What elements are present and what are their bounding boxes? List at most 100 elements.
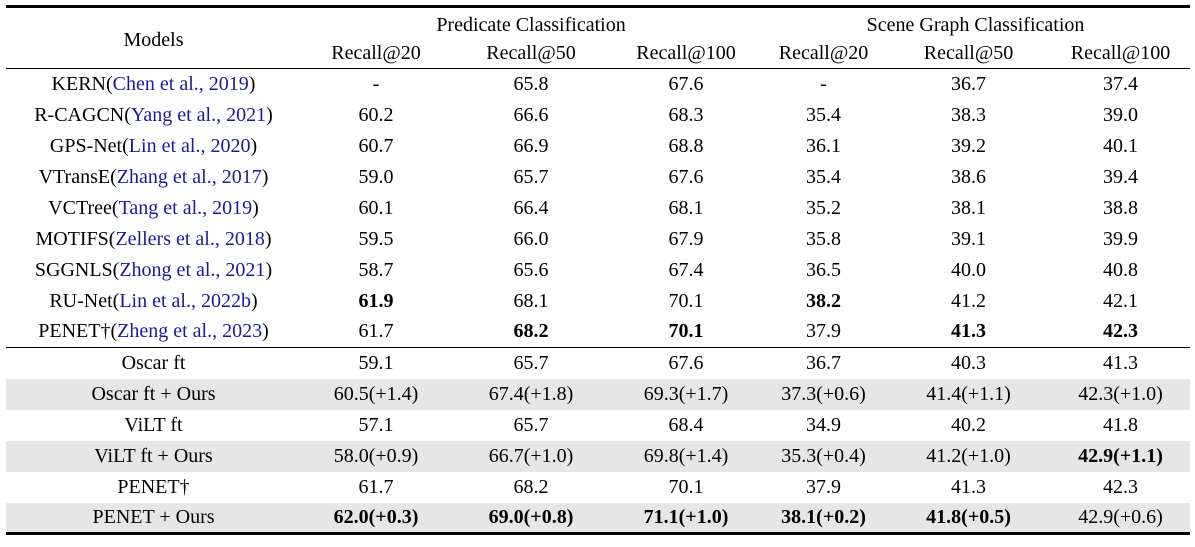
value-cell: 42.3 <box>1103 475 1139 498</box>
value-cell: 37.9 <box>806 475 842 498</box>
value-cell: 40.8 <box>1103 258 1139 281</box>
column-header-recall50-scenegraph: Recall@50 <box>886 39 1052 69</box>
value-cell: 68.8 <box>668 134 704 157</box>
model-name-cell: VCTree(Tang et al., 2019) <box>6 193 301 224</box>
model-name-cell: Oscar ft + Ours <box>6 379 301 410</box>
value-cell: 40.0 <box>951 258 987 281</box>
value-cell: 42.3(+1.0) <box>1078 382 1163 405</box>
table-row: GPS-Net(Lin et al., 2020) 60.7 66.9 68.8 36.… <box>6 131 1190 162</box>
value-cell: 37.4 <box>1103 72 1139 95</box>
column-header-recall20-predicate: Recall@20 <box>301 39 451 69</box>
model-name-cell: Oscar ft <box>6 348 301 379</box>
value-cell: 68.4 <box>668 413 704 436</box>
open-paren: ( <box>112 289 120 312</box>
table-header: Models Predicate Classification Scene Gr… <box>6 6 1191 69</box>
value-cell: 41.3 <box>951 475 987 498</box>
value-cell: 67.6 <box>668 165 704 188</box>
open-paren: ( <box>108 227 116 250</box>
group-header-predicate-classification: Predicate Classification <box>436 14 626 37</box>
value-cell: 70.1 <box>668 475 704 498</box>
value-cell: 67.4 <box>668 258 704 281</box>
citation-link[interactable]: Tang et al., 2019 <box>118 196 253 219</box>
value-cell: 41.4(+1.1) <box>926 382 1011 405</box>
value-cell: 62.0(+0.3) <box>333 505 419 528</box>
open-paren: ( <box>124 103 131 126</box>
table-row: Oscar ft 59.1 65.7 67.6 36.7 40.3 41.3 <box>6 348 1190 379</box>
table-body: KERN(Chen et al., 2019) -65.8 67.6-36.7 37.… <box>6 69 1191 534</box>
value-cell: 42.1 <box>1103 289 1139 312</box>
close-paren: ) <box>252 196 259 219</box>
model-name-text: Oscar ft + Ours <box>91 382 216 405</box>
model-name-text: PENET + Ours <box>92 505 215 528</box>
table-row: PENET†(Zheng et al., 2023) 61.7 68.2 70.1 37… <box>6 316 1191 348</box>
table-row: PENET + Ours 62.0(+0.3) 69.0(+0.8) 71.1(+1.… <box>6 502 1191 534</box>
citation-link[interactable]: Lin et al., 2022b <box>119 289 251 312</box>
close-paren: ) <box>265 258 273 281</box>
citation-link[interactable]: Lin et al., 2020 <box>128 134 251 157</box>
value-cell: 65.8 <box>513 72 549 95</box>
value-cell: 38.6 <box>951 165 987 188</box>
model-name-cell: ViLT ft + Ours <box>6 441 301 472</box>
citation-link[interactable]: Zhang et al., 2017 <box>116 165 262 188</box>
value-cell: 65.7 <box>513 351 549 374</box>
value-cell: 37.3(+0.6) <box>781 382 866 405</box>
column-header-recall100-predicate: Recall@100 <box>611 39 762 69</box>
model-name-text: PENET† <box>117 475 190 498</box>
citation-link[interactable]: Zheng et al., 2023 <box>117 320 263 343</box>
value-cell: - <box>820 72 827 95</box>
value-cell: 67.4(+1.8) <box>488 382 574 405</box>
value-cell: 65.7 <box>513 413 549 436</box>
value-cell: 68.3 <box>668 103 704 126</box>
value-cell: 58.0(+0.9) <box>333 444 419 467</box>
value-cell: 38.3 <box>951 103 987 126</box>
models-column-header: Models <box>6 6 301 69</box>
citation-link[interactable]: Yang et al., 2021 <box>130 103 267 126</box>
open-paren: ( <box>112 258 120 281</box>
value-cell: 39.0 <box>1103 103 1139 126</box>
citation-link[interactable]: Zhong et al., 2021 <box>119 258 266 281</box>
value-cell: 59.0 <box>358 165 394 188</box>
value-cell: 36.1 <box>806 134 842 157</box>
value-cell: 36.7 <box>806 351 842 374</box>
open-paren: ( <box>110 320 118 343</box>
column-header-recall100-scenegraph: Recall@100 <box>1051 39 1191 69</box>
value-cell: 35.2 <box>806 196 842 219</box>
value-cell: 61.7 <box>358 475 394 498</box>
model-name-cell: GPS-Net(Lin et al., 2020) <box>6 131 301 162</box>
table-row: ViLT ft 57.1 65.7 68.4 34.9 40.2 41.8 <box>6 410 1190 441</box>
value-cell: 40.2 <box>951 413 987 436</box>
model-name-text: SGGNLS <box>34 258 113 281</box>
citation-link[interactable]: Chen et al., 2019 <box>112 72 249 95</box>
value-cell: 41.2 <box>951 289 987 312</box>
close-paren: ) <box>262 320 269 343</box>
column-header-recall20-scenegraph: Recall@20 <box>761 39 887 69</box>
value-cell: 69.0(+0.8) <box>488 505 574 528</box>
model-name-text: ViLT ft <box>124 413 183 436</box>
value-cell: 66.4 <box>513 196 549 219</box>
value-cell: 34.9 <box>806 413 842 436</box>
value-cell: - <box>372 72 380 95</box>
column-header-recall50-predicate: Recall@50 <box>451 39 611 69</box>
value-cell: 69.8(+1.4) <box>643 444 729 467</box>
value-cell: 42.9(+1.1) <box>1078 444 1163 467</box>
model-name-cell: PENET + Ours <box>6 503 301 534</box>
value-cell: 59.5 <box>358 227 394 250</box>
model-name-text: MOTIFS <box>35 227 109 250</box>
citation-link[interactable]: Zellers et al., 2018 <box>115 227 265 250</box>
table-row: VTransE(Zhang et al., 2017) 59.0 65.7 67.6 3… <box>6 162 1190 193</box>
value-cell: 41.3 <box>1103 351 1139 374</box>
model-name-text: ViLT ft + Ours <box>94 444 213 467</box>
value-cell: 70.1 <box>668 289 704 312</box>
table-row: KERN(Chen et al., 2019) - 65.8 67.6 - 36.7 37.… <box>6 69 1190 100</box>
open-paren: ( <box>122 134 129 157</box>
value-cell: 57.1 <box>358 413 394 436</box>
value-cell: 58.7 <box>358 258 394 281</box>
value-cell: 67.6 <box>668 72 704 95</box>
value-cell: 38.1 <box>951 196 987 219</box>
value-cell: 71.1(+1.0) <box>643 505 729 528</box>
results-table: Models Predicate Classification Scene Gr… <box>6 5 1191 535</box>
value-cell: 61.9 <box>358 289 394 312</box>
table-row: PENET† 61.7 68.2 70.1 37.9 41.3 42.3 <box>6 472 1190 503</box>
value-cell: 39.2 <box>951 134 987 157</box>
value-cell: 39.1 <box>951 227 987 250</box>
